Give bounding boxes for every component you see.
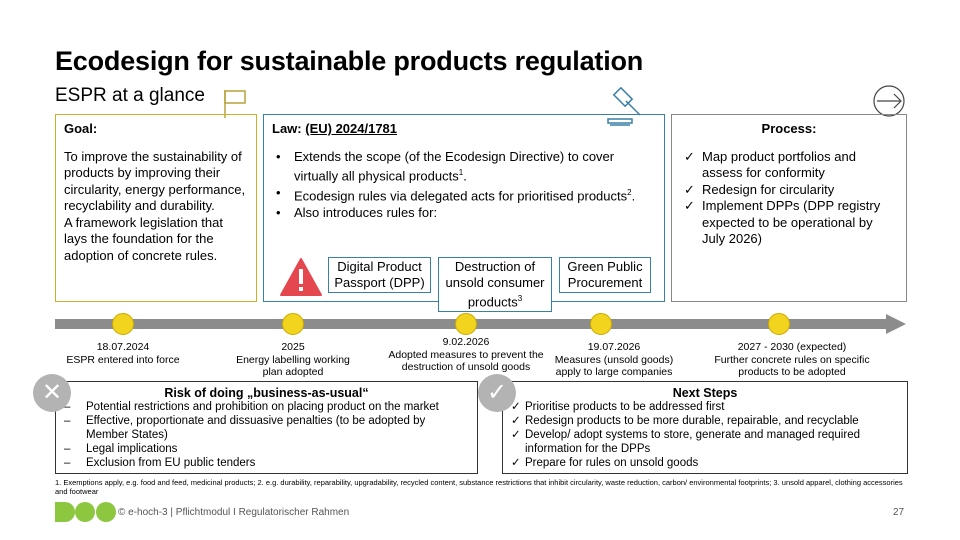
law-bullet: Extends the scope (of the Ecodesign Dire… — [272, 149, 656, 185]
risk-item: Legal implications — [64, 442, 469, 456]
process-item: Implement DPPs (DPP registry expected to… — [680, 198, 898, 248]
gavel-icon — [607, 86, 641, 126]
milestone-label: 9.02.2026 Adopted measures to prevent the… — [388, 336, 544, 373]
goal-text: To improve the sustainability of product… — [64, 148, 246, 214]
check-circle-icon: ✓ — [478, 374, 516, 412]
risk-title: Risk of doing „business-as-usual“ — [164, 386, 369, 400]
sub-item-dpp: Digital Product Passport (DPP) — [328, 257, 431, 293]
milestone-label: 18.07.2024 ESPR entered into force — [66, 341, 180, 366]
milestone-dot — [282, 313, 304, 335]
milestone-label: 2027 - 2030 (expected) Further concrete r… — [714, 341, 870, 378]
next-step-item: Prepare for rules on unsold goods — [511, 456, 899, 470]
goal-heading: Goal: — [64, 121, 98, 136]
next-step-item: Prioritise products to be addressed firs… — [511, 400, 899, 414]
sub-item-green-procurement: Green Public Procurement — [559, 257, 651, 293]
milestone-label: 2025 Energy labelling working plan adopte… — [236, 341, 350, 378]
goal-box: Goal: To improve the sustainability of p… — [55, 114, 257, 302]
process-item: Map product portfolios and assess for co… — [680, 149, 898, 182]
law-heading: Law: (EU) 2024/1781 — [272, 121, 656, 138]
law-reference: (EU) 2024/1781 — [305, 121, 398, 136]
page-number: 27 — [893, 507, 905, 518]
logo-dot — [75, 502, 95, 522]
x-circle-icon: ✕ — [33, 374, 71, 412]
risk-box: Risk of doing „business-as-usual“ Potent… — [55, 381, 478, 474]
risk-item: Exclusion from EU public tenders — [64, 456, 469, 470]
law-bullet: Ecodesign rules via delegated acts for p… — [272, 185, 656, 205]
process-box: Process: Map product portfolios and asse… — [671, 114, 907, 302]
law-box: Law: (EU) 2024/1781 Extends the scope (o… — [263, 114, 665, 302]
next-steps-title: Next Steps — [672, 386, 738, 400]
timeline-arrow — [886, 314, 906, 334]
page-title: Ecodesign for sustainable products regul… — [55, 46, 644, 76]
flag-icon — [224, 90, 246, 118]
milestone-label: 19.07.2026 Measures (unsold goods) apply … — [554, 341, 674, 378]
footer-text: © e-hoch-3 | Pflichtmodul I Regulatorisc… — [118, 507, 350, 518]
footnote: 1. Exemptions apply, e.g. food and feed,… — [55, 478, 903, 496]
arrow-right-icon — [873, 85, 905, 117]
milestone-dot — [768, 313, 790, 335]
next-step-item: Redesign products to be more durable, re… — [511, 414, 899, 428]
sub-item-destruction: Green Public ProcurementDestruction of u… — [438, 257, 552, 313]
law-heading-prefix: Law: — [272, 121, 306, 136]
milestone-dot — [455, 313, 477, 335]
process-heading: Process: — [761, 121, 817, 136]
law-bullet: Also introduces rules for: — [272, 205, 656, 222]
warning-icon — [280, 258, 322, 296]
logo-icon — [55, 502, 75, 522]
risk-item: Potential restrictions and prohibition o… — [64, 400, 469, 414]
milestone-dot — [112, 313, 134, 335]
process-item: Redesign for circularity — [680, 182, 898, 199]
logo-dot — [96, 502, 116, 522]
milestone-dot — [590, 313, 612, 335]
goal-framework-text: A framework legislation that lays the fo… — [64, 214, 223, 263]
risk-item: Effective, proportionate and dissuasive … — [64, 414, 469, 442]
page-subtitle: ESPR at a glance — [55, 85, 205, 106]
next-step-item: Develop/ adopt systems to store, generat… — [511, 428, 899, 456]
next-steps-box: Next Steps Prioritise products to be add… — [502, 381, 908, 474]
